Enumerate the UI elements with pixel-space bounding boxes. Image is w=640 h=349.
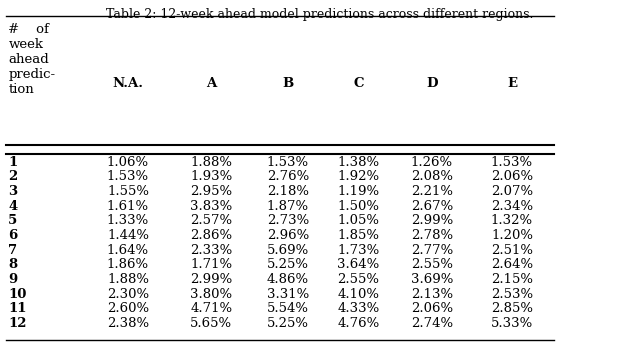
Text: 2.96%: 2.96% bbox=[267, 229, 309, 242]
Text: 1.71%: 1.71% bbox=[190, 258, 232, 272]
Text: 8: 8 bbox=[8, 258, 17, 272]
Text: 2.06%: 2.06% bbox=[411, 302, 453, 315]
Text: 2.99%: 2.99% bbox=[411, 214, 453, 228]
Text: 10: 10 bbox=[8, 288, 27, 301]
Text: 4.71%: 4.71% bbox=[190, 302, 232, 315]
Text: N.A.: N.A. bbox=[113, 77, 143, 90]
Text: A: A bbox=[206, 77, 216, 90]
Text: 1.73%: 1.73% bbox=[337, 244, 380, 257]
Text: 1.93%: 1.93% bbox=[190, 170, 232, 184]
Text: 1.92%: 1.92% bbox=[337, 170, 380, 184]
Text: 1.44%: 1.44% bbox=[107, 229, 149, 242]
Text: 2.57%: 2.57% bbox=[190, 214, 232, 228]
Text: 2.73%: 2.73% bbox=[267, 214, 309, 228]
Text: 5.54%: 5.54% bbox=[267, 302, 309, 315]
Text: 2.51%: 2.51% bbox=[491, 244, 533, 257]
Text: 3.31%: 3.31% bbox=[267, 288, 309, 301]
Text: 2.30%: 2.30% bbox=[107, 288, 149, 301]
Text: 2.34%: 2.34% bbox=[491, 200, 533, 213]
Text: 3.64%: 3.64% bbox=[337, 258, 380, 272]
Text: 5: 5 bbox=[8, 214, 17, 228]
Text: 2.21%: 2.21% bbox=[411, 185, 453, 198]
Text: 2.85%: 2.85% bbox=[491, 302, 533, 315]
Text: 1.26%: 1.26% bbox=[411, 156, 453, 169]
Text: C: C bbox=[353, 77, 364, 90]
Text: 2.78%: 2.78% bbox=[411, 229, 453, 242]
Text: 2.76%: 2.76% bbox=[267, 170, 309, 184]
Text: E: E bbox=[507, 77, 517, 90]
Text: 2.99%: 2.99% bbox=[190, 273, 232, 286]
Text: 11: 11 bbox=[8, 302, 27, 315]
Text: 2.67%: 2.67% bbox=[411, 200, 453, 213]
Text: 3: 3 bbox=[8, 185, 17, 198]
Text: 1.19%: 1.19% bbox=[337, 185, 380, 198]
Text: 1.86%: 1.86% bbox=[107, 258, 149, 272]
Text: B: B bbox=[282, 77, 294, 90]
Text: 5.69%: 5.69% bbox=[267, 244, 309, 257]
Text: 2.55%: 2.55% bbox=[411, 258, 453, 272]
Text: 1.20%: 1.20% bbox=[491, 229, 533, 242]
Text: #    of
week
ahead
predic-
tion: # of week ahead predic- tion bbox=[8, 23, 56, 96]
Text: 2.60%: 2.60% bbox=[107, 302, 149, 315]
Text: 2.95%: 2.95% bbox=[190, 185, 232, 198]
Text: 2.64%: 2.64% bbox=[491, 258, 533, 272]
Text: 4.33%: 4.33% bbox=[337, 302, 380, 315]
Text: 1: 1 bbox=[8, 156, 17, 169]
Text: 4.86%: 4.86% bbox=[267, 273, 309, 286]
Text: 5.33%: 5.33% bbox=[491, 317, 533, 330]
Text: 1.38%: 1.38% bbox=[337, 156, 380, 169]
Text: 2.86%: 2.86% bbox=[190, 229, 232, 242]
Text: 1.33%: 1.33% bbox=[107, 214, 149, 228]
Text: 1.06%: 1.06% bbox=[107, 156, 149, 169]
Text: 2.55%: 2.55% bbox=[337, 273, 380, 286]
Text: 2.08%: 2.08% bbox=[411, 170, 453, 184]
Text: 2.77%: 2.77% bbox=[411, 244, 453, 257]
Text: 1.53%: 1.53% bbox=[267, 156, 309, 169]
Text: 7: 7 bbox=[8, 244, 17, 257]
Text: 4.10%: 4.10% bbox=[337, 288, 380, 301]
Text: 6: 6 bbox=[8, 229, 17, 242]
Text: 1.05%: 1.05% bbox=[337, 214, 380, 228]
Text: 2.38%: 2.38% bbox=[107, 317, 149, 330]
Text: 2.53%: 2.53% bbox=[491, 288, 533, 301]
Text: 3.69%: 3.69% bbox=[411, 273, 453, 286]
Text: 5.25%: 5.25% bbox=[267, 258, 309, 272]
Text: 2.06%: 2.06% bbox=[491, 170, 533, 184]
Text: 1.88%: 1.88% bbox=[190, 156, 232, 169]
Text: 1.55%: 1.55% bbox=[107, 185, 149, 198]
Text: 4.76%: 4.76% bbox=[337, 317, 380, 330]
Text: 2.07%: 2.07% bbox=[491, 185, 533, 198]
Text: 1.88%: 1.88% bbox=[107, 273, 149, 286]
Text: 2.13%: 2.13% bbox=[411, 288, 453, 301]
Text: 2.74%: 2.74% bbox=[411, 317, 453, 330]
Text: 9: 9 bbox=[8, 273, 17, 286]
Text: 12: 12 bbox=[8, 317, 27, 330]
Text: 2.33%: 2.33% bbox=[190, 244, 232, 257]
Text: 1.85%: 1.85% bbox=[337, 229, 380, 242]
Text: 1.87%: 1.87% bbox=[267, 200, 309, 213]
Text: 4: 4 bbox=[8, 200, 17, 213]
Text: 2.18%: 2.18% bbox=[267, 185, 309, 198]
Text: 5.25%: 5.25% bbox=[267, 317, 309, 330]
Text: 2: 2 bbox=[8, 170, 17, 184]
Text: D: D bbox=[426, 77, 438, 90]
Text: 2.15%: 2.15% bbox=[491, 273, 533, 286]
Text: 1.61%: 1.61% bbox=[107, 200, 149, 213]
Text: 1.64%: 1.64% bbox=[107, 244, 149, 257]
Text: 1.53%: 1.53% bbox=[491, 156, 533, 169]
Text: 1.32%: 1.32% bbox=[491, 214, 533, 228]
Text: 1.50%: 1.50% bbox=[337, 200, 380, 213]
Text: 1.53%: 1.53% bbox=[107, 170, 149, 184]
Text: Table 2: 12-week ahead model predictions across different regions.: Table 2: 12-week ahead model predictions… bbox=[106, 8, 534, 21]
Text: 3.83%: 3.83% bbox=[190, 200, 232, 213]
Text: 3.80%: 3.80% bbox=[190, 288, 232, 301]
Text: 5.65%: 5.65% bbox=[190, 317, 232, 330]
